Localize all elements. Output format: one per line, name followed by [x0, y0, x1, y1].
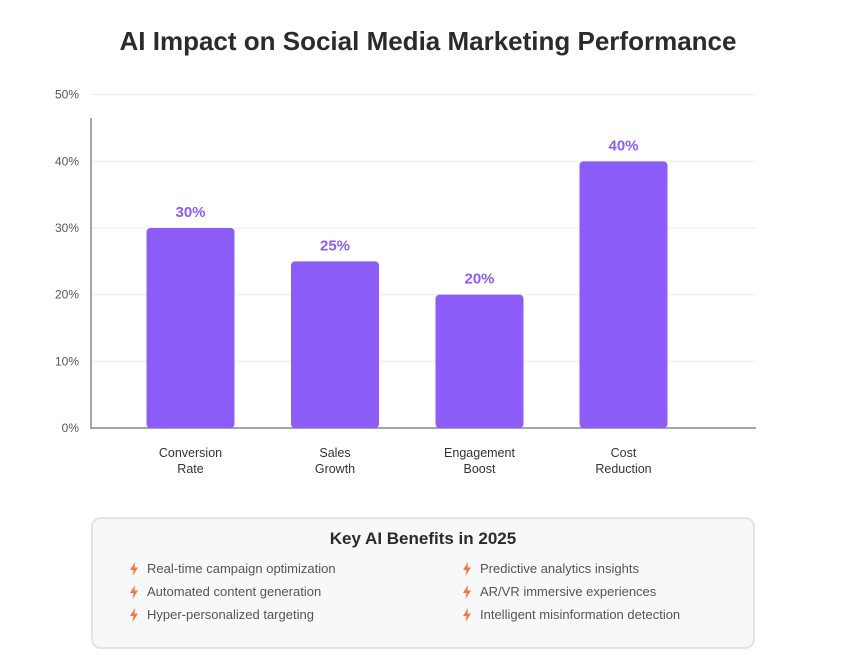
y-tick-label: 0%	[62, 421, 80, 435]
benefit-item: Intelligent misinformation detection	[462, 607, 680, 622]
bar	[291, 261, 379, 428]
bolt-icon	[463, 607, 471, 622]
data-label: 30%	[175, 204, 205, 221]
bolt-icon	[130, 584, 138, 599]
y-tick-label: 40%	[55, 154, 79, 168]
benefit-item: Predictive analytics insights	[462, 561, 639, 576]
data-label: 20%	[464, 271, 494, 288]
benefit-item: AR/VR immersive experiences	[462, 584, 656, 599]
bolt-icon	[463, 584, 471, 599]
benefit-text: Predictive analytics insights	[480, 561, 639, 576]
benefit-item: Real-time campaign optimization	[129, 561, 336, 576]
bolt-icon	[130, 607, 138, 622]
benefit-item: Automated content generation	[129, 584, 321, 599]
category-label: Growth	[315, 462, 355, 476]
benefits-panel: Key AI Benefits in 2025 Real-time campai…	[91, 517, 755, 649]
data-label: 25%	[320, 237, 350, 254]
category-label: Conversion	[159, 446, 222, 460]
benefit-text: Intelligent misinformation detection	[480, 607, 681, 622]
data-label: 40%	[608, 137, 638, 154]
category-label: Engagement	[444, 446, 515, 460]
benefit-item: Hyper-personalized targeting	[129, 607, 314, 622]
benefit-text: Automated content generation	[147, 584, 322, 599]
bar	[146, 227, 235, 428]
y-tick-label: 10%	[55, 354, 79, 368]
category-label: Boost	[464, 462, 496, 476]
category-label: Sales	[319, 446, 350, 460]
bar-chart: 0% 10% 20% 30% 40% 50% 30% Conversion Rate 25% Sal…	[55, 88, 756, 476]
y-tick-label: 30%	[55, 221, 79, 235]
bar	[435, 294, 524, 428]
benefits-title: Key AI Benefits in 2025	[329, 529, 517, 548]
benefit-text: Real-time campaign optimization	[147, 561, 336, 576]
category-label: Reduction	[595, 462, 651, 476]
category-label: Rate	[177, 462, 203, 476]
bolt-icon	[463, 561, 471, 576]
y-tick-label: 20%	[55, 288, 79, 302]
benefit-text: AR/VR immersive experiences	[480, 584, 657, 599]
y-tick-label: 50%	[55, 88, 79, 102]
category-label: Cost	[611, 446, 637, 460]
bar	[579, 161, 668, 428]
bolt-icon	[130, 561, 138, 576]
benefit-text: Hyper-personalized targeting	[147, 607, 314, 622]
chart-title: AI Impact on Social Media Marketing Perf…	[119, 26, 737, 56]
